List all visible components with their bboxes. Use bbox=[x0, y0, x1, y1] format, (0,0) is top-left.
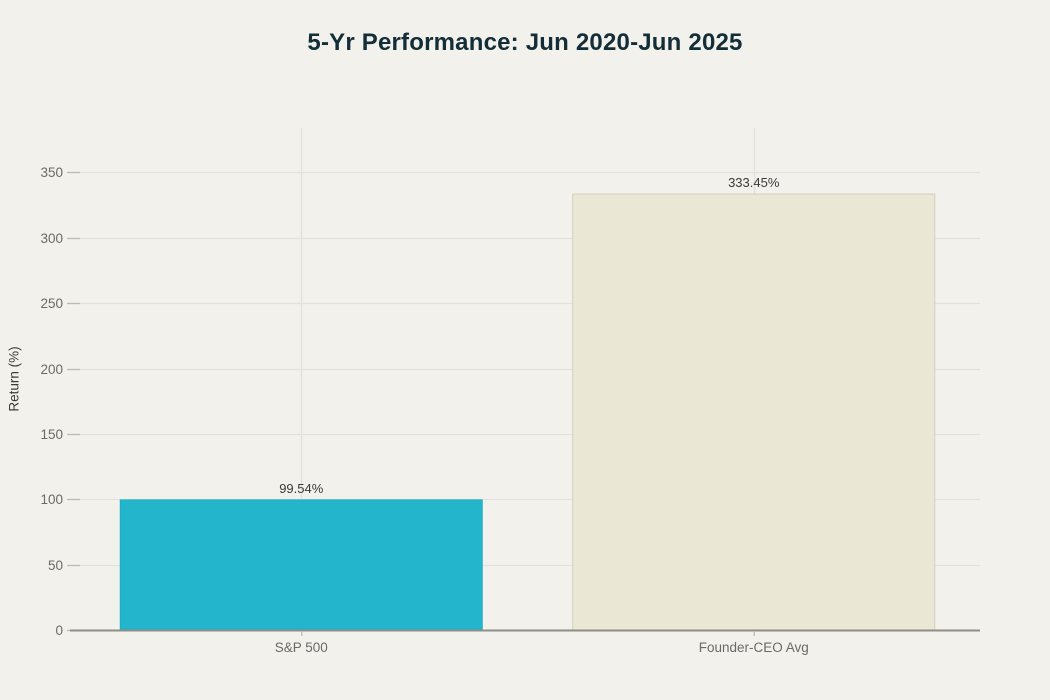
y-tick-label-150: 150 bbox=[40, 427, 63, 442]
category-label-founder-ceo-avg: Founder-CEO Avg bbox=[699, 640, 809, 655]
y-tick-label-0: 0 bbox=[55, 623, 63, 638]
chart-title: 5-Yr Performance: Jun 2020-Jun 2025 bbox=[307, 29, 743, 56]
y-tick-label-200: 200 bbox=[40, 362, 63, 377]
bar-founder-ceo-avg bbox=[572, 193, 936, 631]
y-tick-label-100: 100 bbox=[40, 492, 63, 507]
y-tick-label-50: 50 bbox=[48, 558, 63, 573]
y-tick-label-350: 350 bbox=[40, 165, 63, 180]
value-label-founder-ceo-avg: 333.45% bbox=[728, 175, 780, 190]
value-label-s-p-500: 99.54% bbox=[279, 481, 324, 496]
y-tick-label-300: 300 bbox=[40, 231, 63, 246]
bar-s-p-500 bbox=[119, 499, 483, 631]
y-tick-label-250: 250 bbox=[40, 296, 63, 311]
category-label-s-p-500: S&P 500 bbox=[275, 640, 328, 655]
